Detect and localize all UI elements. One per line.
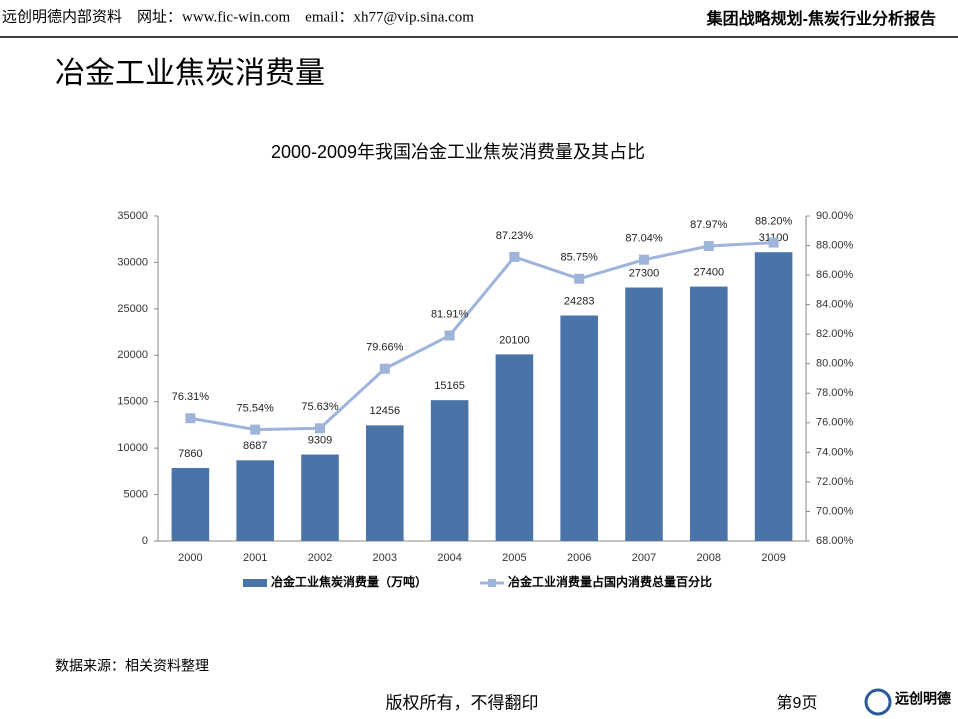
bar-label: 12456 — [370, 405, 401, 417]
line-label: 81.91% — [431, 308, 469, 320]
logo-icon — [864, 688, 892, 716]
bar-label: 9309 — [308, 434, 332, 446]
bar-label: 27400 — [694, 266, 725, 278]
y2-tick-label: 84.00% — [816, 299, 854, 311]
line-label: 87.04% — [625, 233, 663, 245]
y2-tick-label: 82.00% — [816, 328, 854, 340]
source: 数据来源：相关资料整理 — [55, 658, 209, 674]
x-tick-label: 2001 — [243, 552, 267, 564]
line — [190, 241, 774, 432]
bar-label: 27300 — [629, 267, 660, 279]
y2-tick-label: 88.00% — [816, 239, 854, 251]
x-tick-label: 2005 — [502, 552, 526, 564]
bar — [366, 425, 404, 541]
header-right: 集团战略规划-焦炭行业分析报告 — [706, 9, 936, 28]
line-label: 85.75% — [561, 252, 599, 264]
line-label: 87.97% — [690, 219, 728, 231]
bar — [301, 454, 339, 541]
bar — [754, 252, 793, 541]
y2-tick-label: 76.00% — [816, 417, 854, 429]
y2-tick-label: 78.00% — [816, 387, 854, 399]
line-marker — [574, 273, 585, 284]
line-marker — [768, 237, 779, 248]
y2-tick-label: 70.00% — [816, 505, 854, 517]
legend-swatch — [243, 579, 267, 587]
bar-label: 15165 — [434, 380, 465, 392]
y-tick-label: 15000 — [117, 396, 148, 408]
y2-tick-label: 68.00% — [816, 535, 854, 547]
x-tick-label: 2007 — [632, 552, 656, 564]
x-tick-label: 2002 — [308, 552, 332, 564]
x-tick-label: 2000 — [178, 552, 202, 564]
line-marker — [509, 251, 520, 262]
y-tick-label: 5000 — [124, 488, 148, 500]
line-label: 76.31% — [172, 391, 210, 403]
bar — [690, 286, 728, 541]
bar-label: 8687 — [243, 440, 267, 452]
legend-label: 冶金工业焦炭消费量（万吨） — [271, 574, 427, 589]
line-marker — [639, 254, 649, 265]
bar — [625, 287, 663, 541]
y2-tick-label: 80.00% — [816, 358, 854, 370]
page-title: 冶金工业焦炭消费量 — [55, 57, 325, 90]
line-marker — [315, 423, 325, 434]
bar — [236, 460, 274, 541]
line-marker — [250, 424, 261, 435]
legend-swatch — [488, 579, 496, 587]
bar — [171, 468, 210, 541]
y-tick-label: 35000 — [117, 210, 148, 222]
line-marker — [379, 363, 390, 374]
chart-title: 2000-2009年我国冶金工业焦炭消费量及其占比 — [271, 142, 645, 162]
line-label: 88.20% — [755, 215, 793, 227]
bar — [495, 354, 534, 541]
y-tick-label: 10000 — [117, 442, 148, 454]
x-tick-label: 2006 — [567, 552, 591, 564]
x-tick-label: 2009 — [761, 552, 785, 564]
line-label: 75.63% — [301, 401, 339, 413]
header-left: 远创明德内部资料 网址：www.fic-win.com email：xh77@v… — [2, 7, 474, 25]
line-label: 75.54% — [237, 403, 275, 415]
y-tick-label: 25000 — [117, 303, 148, 315]
x-tick-label: 2003 — [373, 552, 397, 564]
logo-text: 远创明德 — [895, 691, 951, 707]
y-tick-label: 30000 — [117, 256, 148, 268]
x-tick-label: 2008 — [697, 552, 721, 564]
line-label: 79.66% — [366, 342, 404, 354]
bar-label: 7860 — [178, 448, 202, 460]
bar — [560, 315, 598, 541]
y-tick-label: 0 — [142, 535, 148, 547]
legend-label: 冶金工业消费量占国内消费总量百分比 — [508, 574, 712, 589]
x-tick-label: 2004 — [437, 552, 461, 564]
page-number: 第9页 — [777, 694, 818, 712]
y-tick-label: 20000 — [117, 349, 148, 361]
bar-label: 24283 — [564, 295, 595, 307]
bar — [430, 400, 469, 541]
line-label: 87.23% — [496, 230, 534, 242]
copyright: 版权所有，不得翻印 — [386, 693, 539, 712]
line-marker — [703, 240, 714, 251]
y2-tick-label: 74.00% — [816, 446, 854, 458]
y2-tick-label: 86.00% — [816, 269, 854, 281]
y2-tick-label: 72.00% — [816, 476, 854, 488]
line-marker — [185, 413, 196, 424]
line-marker — [444, 330, 455, 341]
y2-tick-label: 90.00% — [816, 210, 854, 222]
bar-label: 20100 — [499, 334, 530, 346]
